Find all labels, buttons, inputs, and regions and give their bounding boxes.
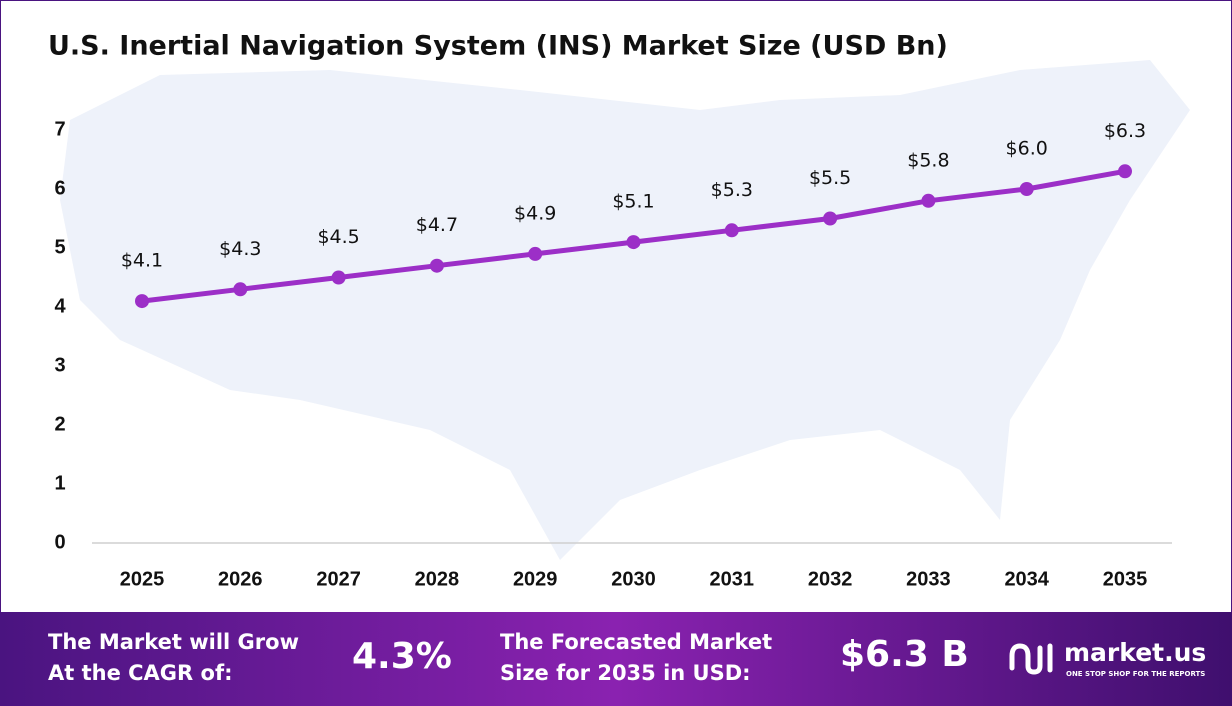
y-tick-label: 6 [54,177,65,199]
forecast-value: $6.3 B [840,634,969,675]
x-tick-label: 2035 [1103,568,1148,590]
cagr-value: 4.3% [352,636,452,677]
data-label: $4.3 [219,238,261,260]
forecast-label: The Forecasted Market [500,630,772,654]
x-tick-label: 2029 [513,568,558,590]
data-point [823,211,838,226]
x-tick-label: 2034 [1004,568,1049,590]
data-label: $5.8 [907,149,949,171]
tagline: ONE STOP SHOP FOR THE REPORTS [1066,670,1205,678]
logo-icon [1009,643,1053,675]
data-point [331,270,346,285]
y-tick-label: 7 [54,118,65,140]
chart-title: U.S. Inertial Navigation System (INS) Ma… [48,31,948,62]
data-point [429,258,444,273]
cagr-label: At the CAGR of: [48,661,233,685]
brand: market.us [1064,638,1206,667]
data-point [921,193,936,208]
y-tick-label: 0 [54,531,65,553]
footer-band [0,612,1232,706]
x-tick-label: 2033 [906,568,951,590]
y-tick-label: 4 [54,295,66,317]
cagr-label: The Market will Grow [48,630,299,654]
x-tick-label: 2030 [611,568,656,590]
data-label: $4.9 [514,202,556,224]
y-tick-label: 2 [54,413,65,435]
data-label: $5.3 [711,179,753,201]
y-tick-label: 3 [54,354,65,376]
x-tick-label: 2026 [218,568,263,590]
data-label: $4.5 [317,226,359,248]
data-label: $5.5 [809,167,851,189]
data-point [233,282,248,297]
y-tick-label: 1 [54,472,65,494]
x-tick-label: 2032 [808,568,853,590]
data-point [1118,164,1132,179]
data-point [626,235,641,250]
x-tick-label: 2031 [710,568,755,590]
data-label: $6.3 [1104,120,1146,142]
data-label: $4.1 [121,250,163,272]
x-tick-label: 2028 [415,568,460,590]
data-point [724,223,739,238]
forecast-label: Size for 2035 in USD: [500,661,751,685]
data-label: $6.0 [1006,138,1048,160]
data-label: $4.7 [416,214,458,236]
data-point [135,294,149,309]
map-silhouette [60,60,1190,560]
data-label: $5.1 [612,191,654,213]
y-tick-label: 5 [54,236,65,258]
x-tick-label: 2025 [120,568,165,590]
data-point [528,246,543,261]
data-point [1019,182,1034,196]
x-tick-label: 2027 [316,568,361,590]
